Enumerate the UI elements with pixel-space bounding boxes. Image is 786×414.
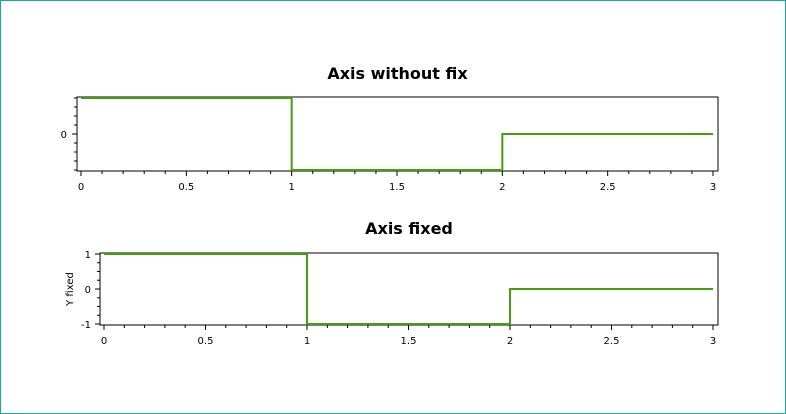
chart-1: Axis without fix 0 0.5 1 1.5 2 2.5 3 0 bbox=[61, 64, 719, 193]
series-line-1 bbox=[81, 97, 713, 171]
x-tick-label: 2 bbox=[507, 336, 513, 347]
x-tick-label: 0.5 bbox=[198, 336, 214, 347]
y-tick-label: -1 bbox=[81, 320, 91, 331]
chart-title: Axis fixed bbox=[365, 219, 453, 238]
x-tick-label: 3 bbox=[710, 336, 716, 347]
x-tick-label: 1.5 bbox=[401, 336, 417, 347]
y-tick-label: 0 bbox=[61, 130, 67, 141]
x-tick-label: 2.5 bbox=[604, 336, 620, 347]
chart-title: Axis without fix bbox=[327, 64, 468, 83]
x-tick-label: 0.5 bbox=[178, 182, 194, 193]
x-tick-label: 1.5 bbox=[389, 182, 405, 193]
y-axis-label: Y fixed bbox=[65, 272, 76, 307]
x-tick-label: 0 bbox=[78, 182, 84, 193]
x-tick-label: 0 bbox=[101, 336, 107, 347]
x-tick-label: 1 bbox=[304, 336, 310, 347]
x-tick-label: 2.5 bbox=[600, 182, 616, 193]
x-tick-label: 2 bbox=[499, 182, 505, 193]
x-tick-label: 1 bbox=[288, 182, 294, 193]
series-line-1 bbox=[104, 253, 713, 325]
chart-2: Axis fixed 0 0.5 1 1.5 2 2.5 3 1 0 -1 Y fixed bbox=[65, 219, 719, 347]
x-tick-label: 3 bbox=[710, 182, 716, 193]
y-tick-label: 0 bbox=[85, 285, 91, 296]
y-tick-label: 1 bbox=[85, 250, 91, 261]
